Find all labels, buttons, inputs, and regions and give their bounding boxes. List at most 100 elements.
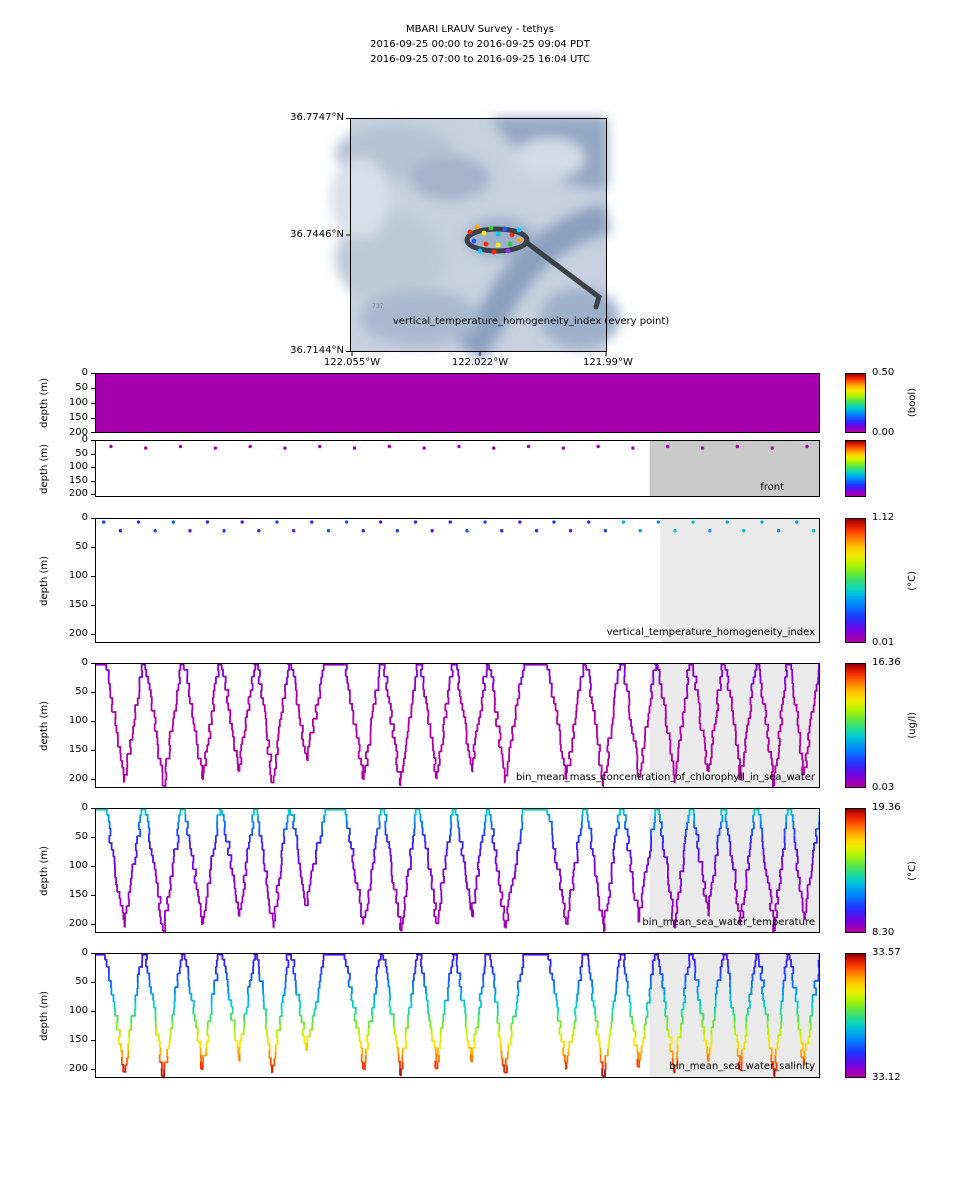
profile-segment (477, 855, 480, 864)
profile-segment (629, 1001, 632, 1010)
profile-segment (443, 862, 447, 870)
profile-segment (423, 689, 425, 697)
profile-segment (650, 967, 654, 976)
profile-segment (445, 848, 448, 857)
salinity-colorbar (845, 953, 866, 1078)
profile-segment (761, 696, 764, 704)
profile-segment (178, 669, 181, 678)
profile-segment (483, 966, 486, 975)
profile-segment (707, 1054, 710, 1062)
profile-segment (777, 1035, 779, 1043)
profile-segment (113, 1001, 116, 1009)
profile-segment (295, 834, 299, 843)
profile-segment (282, 836, 286, 844)
profile-segment (558, 1027, 561, 1035)
profile-segment (449, 828, 452, 837)
profile-segment (323, 808, 326, 810)
data-dot (805, 444, 809, 449)
profile-segment (746, 724, 748, 733)
profile-segment (551, 696, 555, 704)
profile-segment (645, 1009, 649, 1018)
profile-segment (589, 972, 592, 981)
vthi-colorbar (845, 518, 866, 643)
depth-tick-mark (91, 403, 95, 404)
profile-segment (424, 841, 427, 849)
profile-segment (706, 901, 709, 910)
profile-segment (816, 676, 820, 685)
profile-segment (683, 988, 686, 997)
profile-segment (174, 842, 179, 850)
profile-segment (637, 769, 642, 778)
profile-segment (303, 745, 306, 754)
profile-segment (631, 733, 635, 742)
profile-segment (484, 814, 487, 823)
profile-segment (367, 738, 372, 746)
profile-segment (522, 960, 525, 968)
profile-segment (247, 841, 250, 850)
profile-segment (169, 724, 174, 733)
profile-segment (687, 663, 691, 671)
profile-segment (470, 1054, 474, 1063)
profile-segment (615, 987, 617, 995)
profile-segment (730, 855, 733, 863)
profile-segment (747, 1001, 751, 1009)
profile-segment (209, 869, 211, 878)
profile-segment (763, 861, 766, 870)
profile-segment (419, 668, 423, 677)
profile-segment (383, 808, 386, 815)
profile-segment (700, 1012, 705, 1021)
profile-segment (410, 842, 414, 850)
profile-segment (358, 757, 362, 766)
profile-segment (362, 917, 364, 925)
data-dot (395, 529, 400, 533)
profile-segment (156, 1034, 160, 1042)
profile-segment (599, 764, 603, 773)
profile-segment (504, 920, 507, 929)
profile-segment (500, 905, 506, 914)
profile-segment (264, 870, 269, 879)
profile-segment (120, 905, 124, 913)
profile-segment (191, 999, 195, 1008)
data-dot (568, 529, 573, 533)
track-dot (509, 232, 515, 238)
profile-segment (747, 717, 750, 726)
profile-segment (227, 992, 230, 1001)
profile-segment (775, 896, 779, 905)
track-dot (474, 224, 480, 230)
profile-segment (406, 731, 409, 739)
profile-segment (166, 896, 169, 905)
profile-segment (444, 993, 449, 1002)
profile-segment (580, 821, 583, 830)
profile-segment (268, 760, 272, 769)
depth-tick-mark (91, 1040, 95, 1041)
profile-segment (443, 1007, 446, 1015)
profile-segment (436, 764, 440, 773)
profile-segment (616, 973, 619, 982)
profile-segment (781, 994, 784, 1002)
depth-tick-label: 200 (68, 488, 88, 499)
colorbar-gradient (846, 374, 865, 432)
profile-segment (211, 987, 216, 995)
profile-segment (156, 737, 159, 745)
profile-segment (413, 828, 416, 837)
profile-segment (412, 973, 415, 982)
profile-segment (548, 958, 552, 967)
profile-segment (588, 965, 591, 974)
profile-segment (603, 910, 606, 919)
profile-segment (744, 738, 746, 747)
profile-segment (290, 663, 293, 670)
profile-segment (482, 683, 486, 691)
profile-segment (557, 1006, 559, 1015)
profile-segment (225, 840, 231, 849)
profile-segment (762, 993, 765, 1001)
depth-tick-mark (91, 808, 95, 809)
profile-segment (779, 876, 782, 884)
data-dot (811, 529, 816, 533)
profile-segment (734, 1027, 736, 1036)
profile-segment (383, 958, 387, 967)
profile-segment (607, 896, 610, 905)
profile-segment (471, 764, 474, 773)
profile-segment (455, 663, 458, 670)
profile-segment (762, 703, 767, 711)
profile-segment (805, 905, 808, 914)
